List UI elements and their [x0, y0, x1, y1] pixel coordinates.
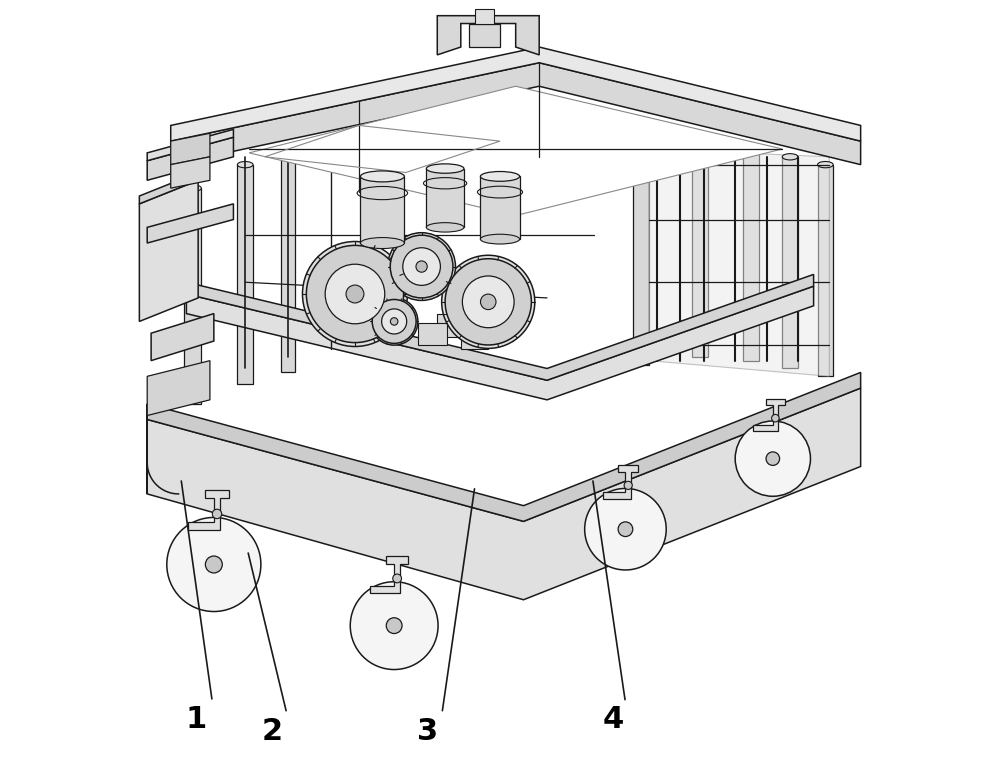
Bar	[743, 149, 759, 361]
Circle shape	[445, 259, 531, 345]
Bar	[480, 176, 520, 239]
Text: 1: 1	[186, 706, 207, 734]
Circle shape	[390, 318, 398, 325]
Polygon shape	[186, 286, 814, 400]
Bar	[461, 329, 488, 349]
Circle shape	[205, 556, 222, 573]
Bar	[692, 141, 708, 357]
Polygon shape	[370, 556, 408, 593]
Polygon shape	[249, 86, 782, 216]
Circle shape	[480, 294, 496, 310]
Polygon shape	[603, 465, 638, 499]
Circle shape	[585, 488, 666, 570]
Bar	[281, 149, 295, 372]
Text: 3: 3	[417, 717, 438, 746]
Circle shape	[370, 298, 418, 345]
Ellipse shape	[237, 162, 253, 168]
Polygon shape	[188, 490, 229, 530]
Ellipse shape	[692, 138, 708, 144]
Circle shape	[462, 276, 514, 328]
Polygon shape	[437, 16, 539, 55]
Circle shape	[302, 241, 407, 347]
Circle shape	[393, 574, 402, 583]
Ellipse shape	[184, 185, 201, 191]
Bar	[469, 24, 500, 47]
Text: 4: 4	[603, 706, 624, 734]
Ellipse shape	[426, 164, 464, 173]
Ellipse shape	[818, 162, 833, 168]
Bar	[184, 188, 201, 404]
Polygon shape	[171, 47, 861, 141]
Polygon shape	[753, 399, 785, 431]
Polygon shape	[147, 129, 233, 161]
Bar	[437, 314, 476, 337]
Bar	[360, 176, 404, 243]
Ellipse shape	[360, 238, 404, 249]
Circle shape	[735, 421, 810, 496]
Circle shape	[325, 264, 385, 324]
Ellipse shape	[360, 171, 404, 182]
Polygon shape	[151, 314, 214, 361]
Text: 2: 2	[262, 717, 283, 746]
Circle shape	[390, 235, 453, 298]
Polygon shape	[171, 133, 210, 165]
Polygon shape	[147, 137, 233, 180]
Bar	[633, 145, 649, 365]
Circle shape	[372, 299, 416, 343]
Bar	[782, 157, 798, 368]
Circle shape	[386, 618, 402, 633]
Circle shape	[388, 233, 455, 300]
Circle shape	[212, 510, 222, 519]
Polygon shape	[171, 157, 210, 188]
Circle shape	[442, 256, 535, 348]
Circle shape	[766, 452, 780, 466]
Bar	[418, 323, 447, 345]
Circle shape	[346, 285, 364, 303]
Bar	[480, 319, 513, 341]
Ellipse shape	[743, 146, 759, 152]
Bar	[237, 165, 253, 384]
Circle shape	[618, 522, 633, 536]
Polygon shape	[147, 372, 861, 521]
Ellipse shape	[782, 154, 798, 160]
Circle shape	[624, 481, 632, 489]
Ellipse shape	[281, 146, 295, 152]
Polygon shape	[171, 63, 861, 165]
Polygon shape	[186, 274, 814, 380]
Circle shape	[167, 517, 261, 612]
Polygon shape	[139, 172, 198, 204]
Circle shape	[306, 245, 404, 343]
Polygon shape	[147, 204, 233, 243]
Circle shape	[416, 261, 427, 272]
Ellipse shape	[480, 172, 520, 181]
Polygon shape	[649, 149, 829, 376]
Bar	[475, 9, 494, 24]
Ellipse shape	[480, 234, 520, 244]
Circle shape	[772, 415, 779, 422]
Polygon shape	[147, 361, 210, 416]
Circle shape	[350, 582, 438, 670]
Circle shape	[382, 309, 407, 334]
Ellipse shape	[633, 142, 649, 148]
Ellipse shape	[426, 223, 464, 232]
Polygon shape	[139, 180, 198, 321]
Polygon shape	[147, 388, 861, 600]
Bar	[818, 165, 833, 376]
Circle shape	[403, 248, 440, 285]
Bar	[426, 169, 464, 227]
